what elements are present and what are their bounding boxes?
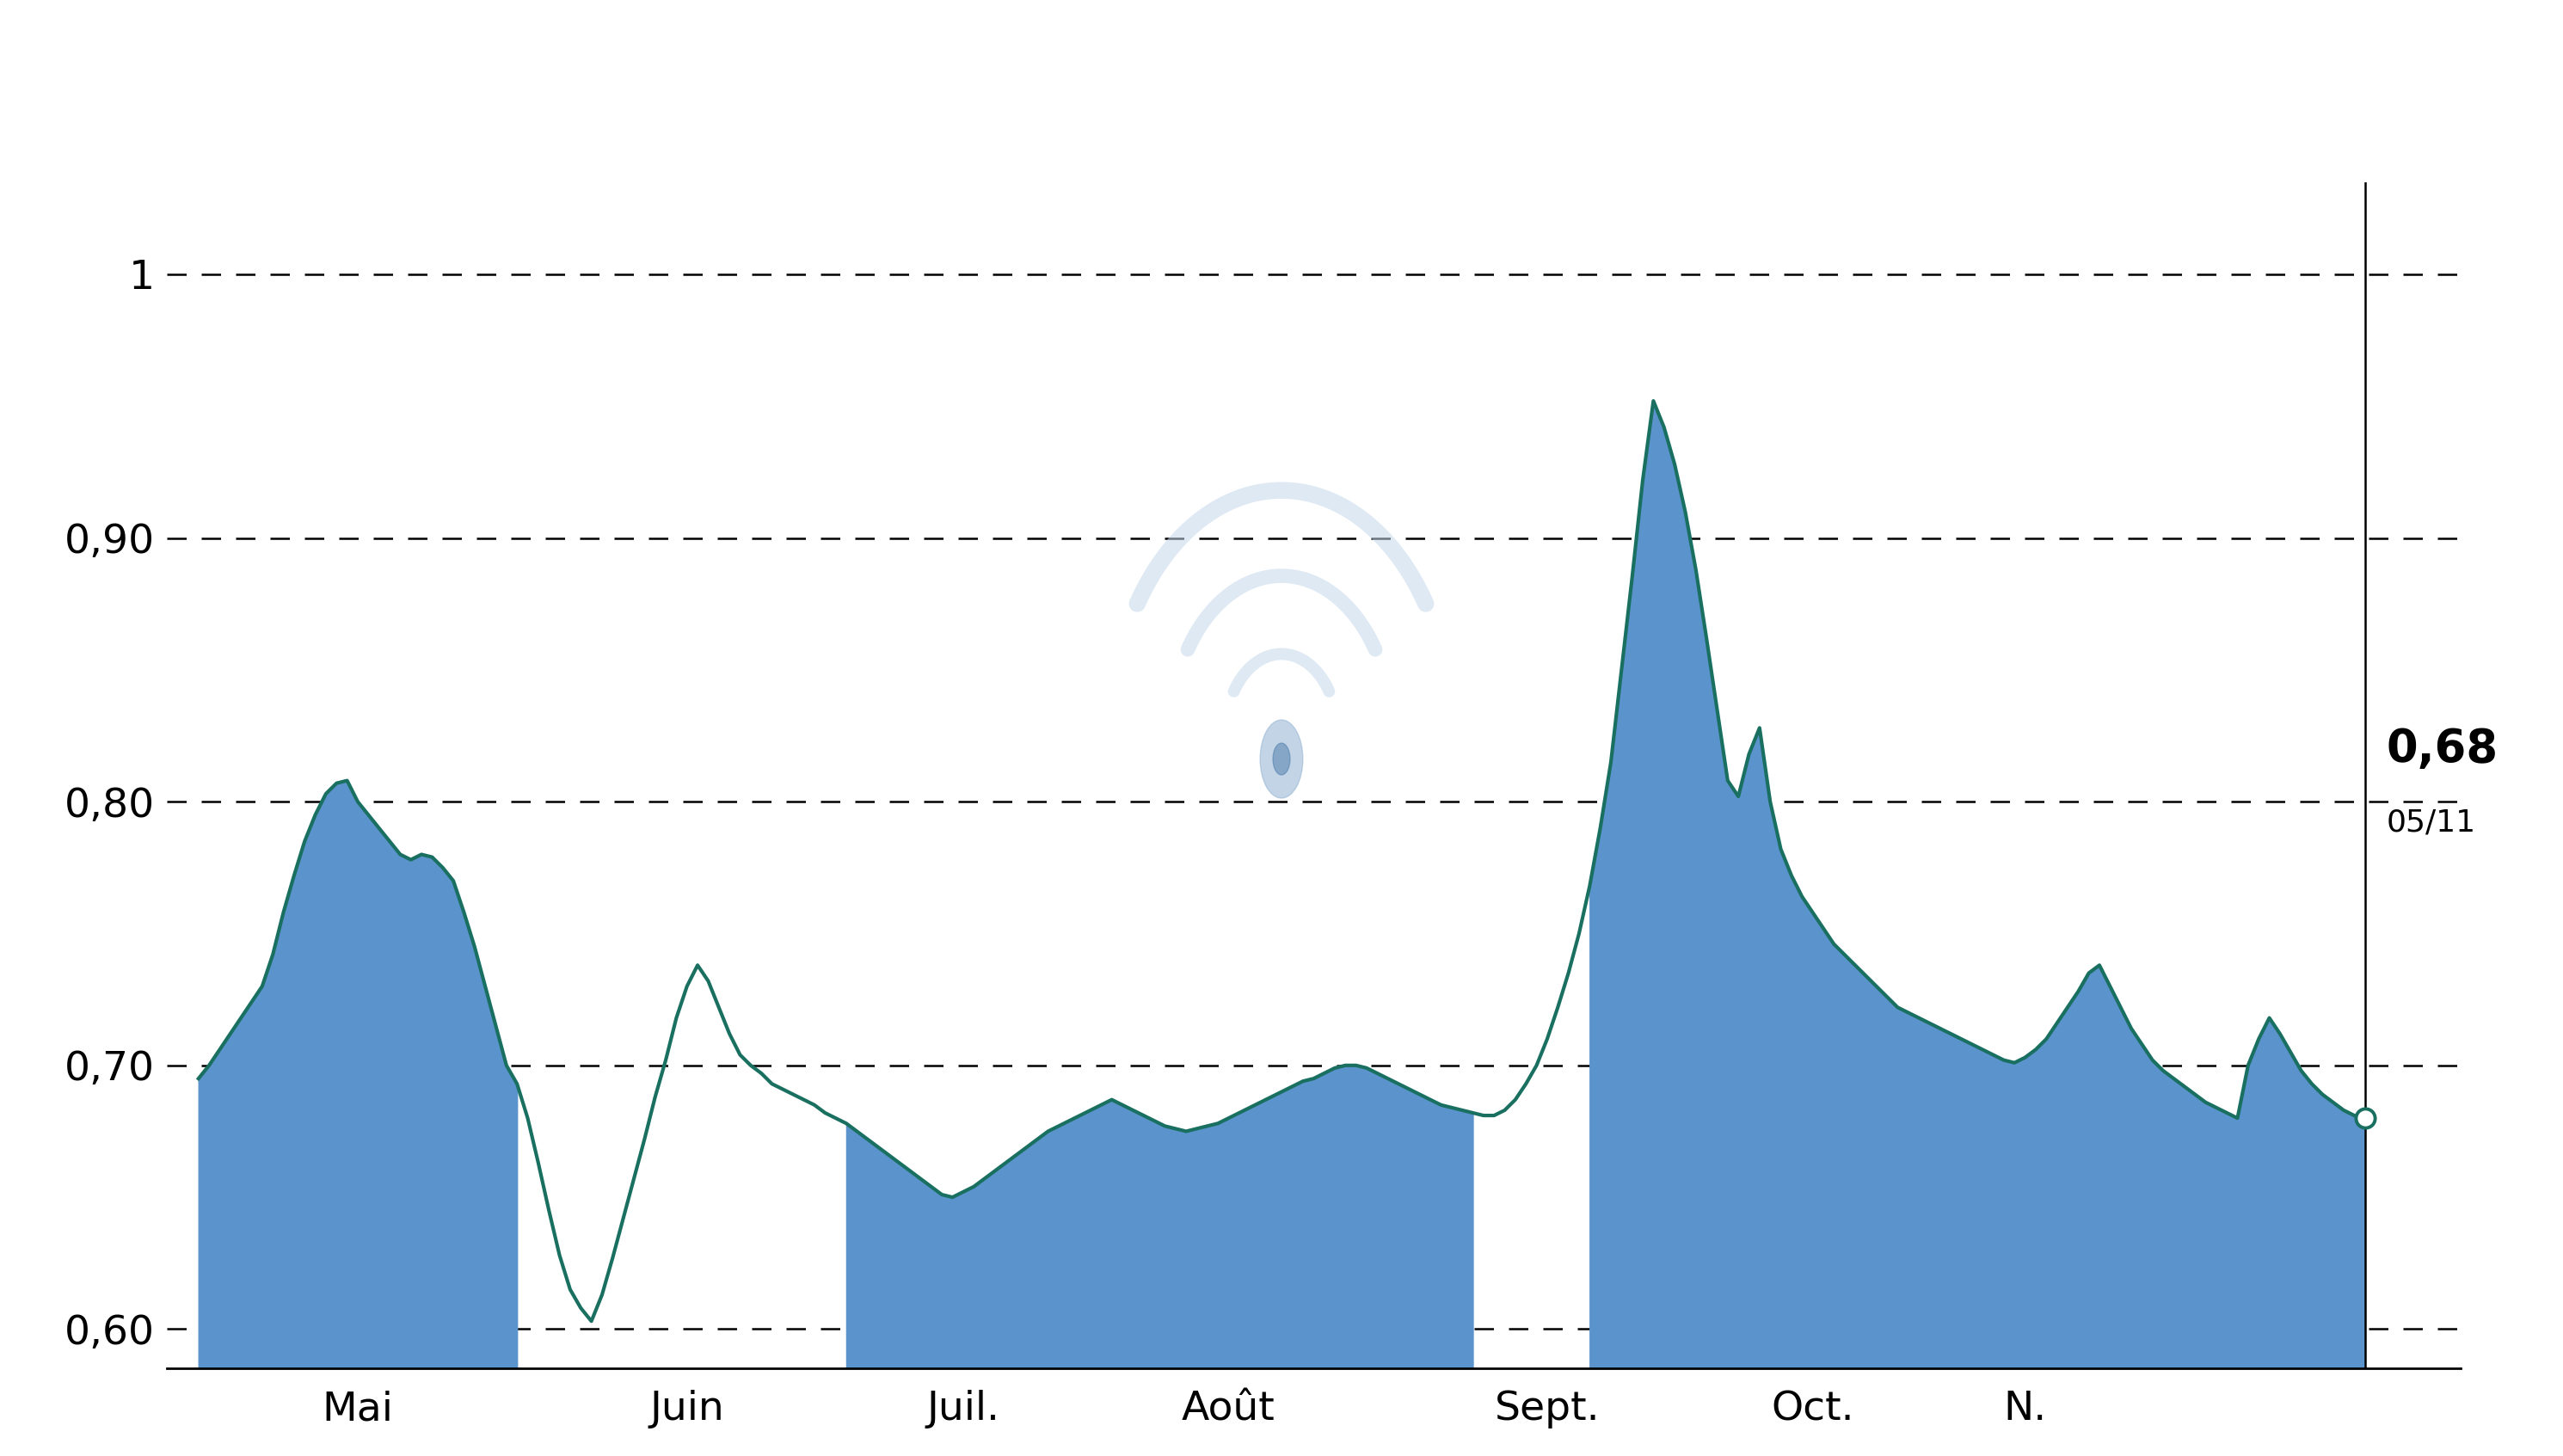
Text: 0,68: 0,68 (2386, 727, 2499, 772)
Text: 05/11: 05/11 (2386, 808, 2476, 837)
Ellipse shape (1261, 719, 1302, 798)
Text: SENSORION: SENSORION (956, 29, 1607, 124)
Ellipse shape (1274, 743, 1289, 775)
